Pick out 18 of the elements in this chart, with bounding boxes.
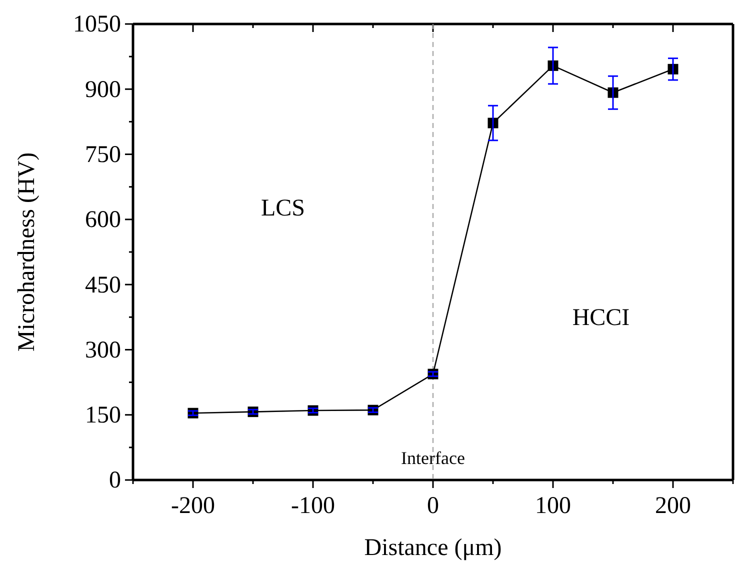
x-tick-label: 100 — [535, 493, 571, 520]
x-tick-label: 0 — [427, 493, 439, 520]
annotation: LCS — [260, 196, 306, 222]
x-tick-label: -100 — [291, 493, 335, 520]
x-axis-title: Distance (μm) — [364, 535, 502, 561]
annotation: HCCI — [572, 304, 630, 331]
y-tick-label: 900 — [85, 76, 121, 103]
ref-line-label: Interface — [401, 448, 465, 468]
y-axis-title: Microhardness (HV) — [14, 152, 40, 352]
y-tick-label: 0 — [109, 468, 121, 494]
x-tick-label: 200 — [655, 493, 691, 520]
y-tick-label: 450 — [85, 272, 121, 298]
y-tick-label: 600 — [85, 207, 121, 234]
y-tick-label: 300 — [85, 337, 121, 364]
y-tick-label: 150 — [85, 402, 121, 429]
y-tick-label: 750 — [85, 142, 121, 168]
y-tick-label: 1050 — [73, 12, 121, 38]
x-tick-label: -200 — [171, 493, 215, 520]
